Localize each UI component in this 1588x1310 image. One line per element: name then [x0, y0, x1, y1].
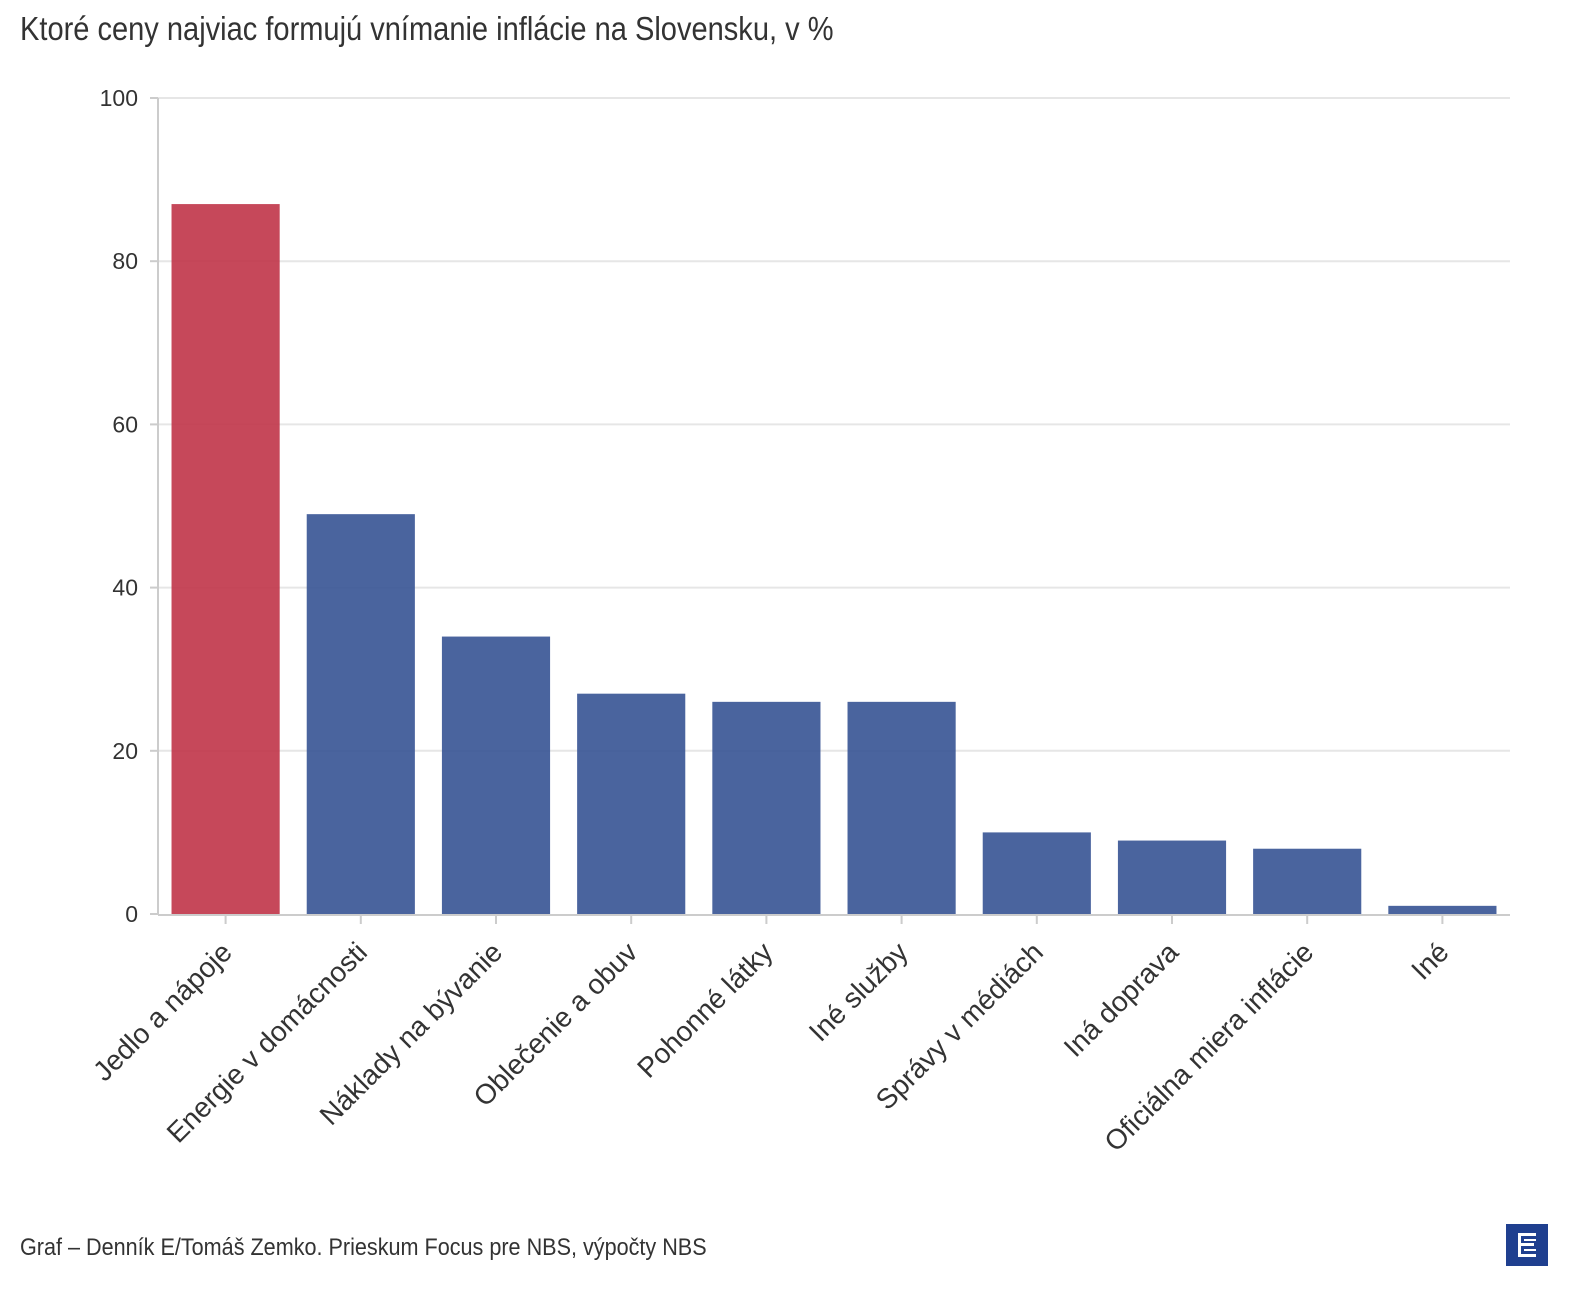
axes — [157, 98, 1510, 924]
y-tick-label: 40 — [112, 575, 138, 601]
y-tick-label: 60 — [112, 411, 138, 437]
y-tick-label: 100 — [100, 85, 138, 111]
bars — [171, 204, 1497, 914]
bar — [306, 514, 415, 914]
bar — [441, 636, 551, 914]
y-tick-label: 80 — [112, 248, 138, 274]
bar — [847, 701, 956, 914]
bar — [1117, 840, 1227, 914]
bar — [1253, 848, 1362, 914]
x-tick-label: Iné služby — [803, 936, 914, 1047]
denník-e-logo-icon — [1506, 1224, 1548, 1266]
x-tick-label: Pohonné látky — [631, 936, 778, 1083]
bar — [1388, 905, 1497, 914]
bar — [577, 693, 686, 914]
x-tick-label: Iné — [1405, 936, 1454, 985]
x-tick-label: Iná doprava — [1058, 936, 1185, 1063]
y-tick-labels: 0 20 40 60 80 100 — [100, 85, 138, 927]
y-tick-label: 0 — [125, 901, 138, 927]
bar — [712, 701, 821, 914]
bar — [982, 832, 1091, 914]
y-tick-label: 20 — [112, 738, 138, 764]
chart-title: Ktoré ceny najviac formujú vnímanie infl… — [20, 10, 834, 47]
source-note: Graf – Denník E/Tomáš Zemko. Prieskum Fo… — [20, 1234, 707, 1261]
x-tick-label: Jedlo a nápoje — [87, 936, 238, 1087]
bar — [171, 204, 280, 914]
